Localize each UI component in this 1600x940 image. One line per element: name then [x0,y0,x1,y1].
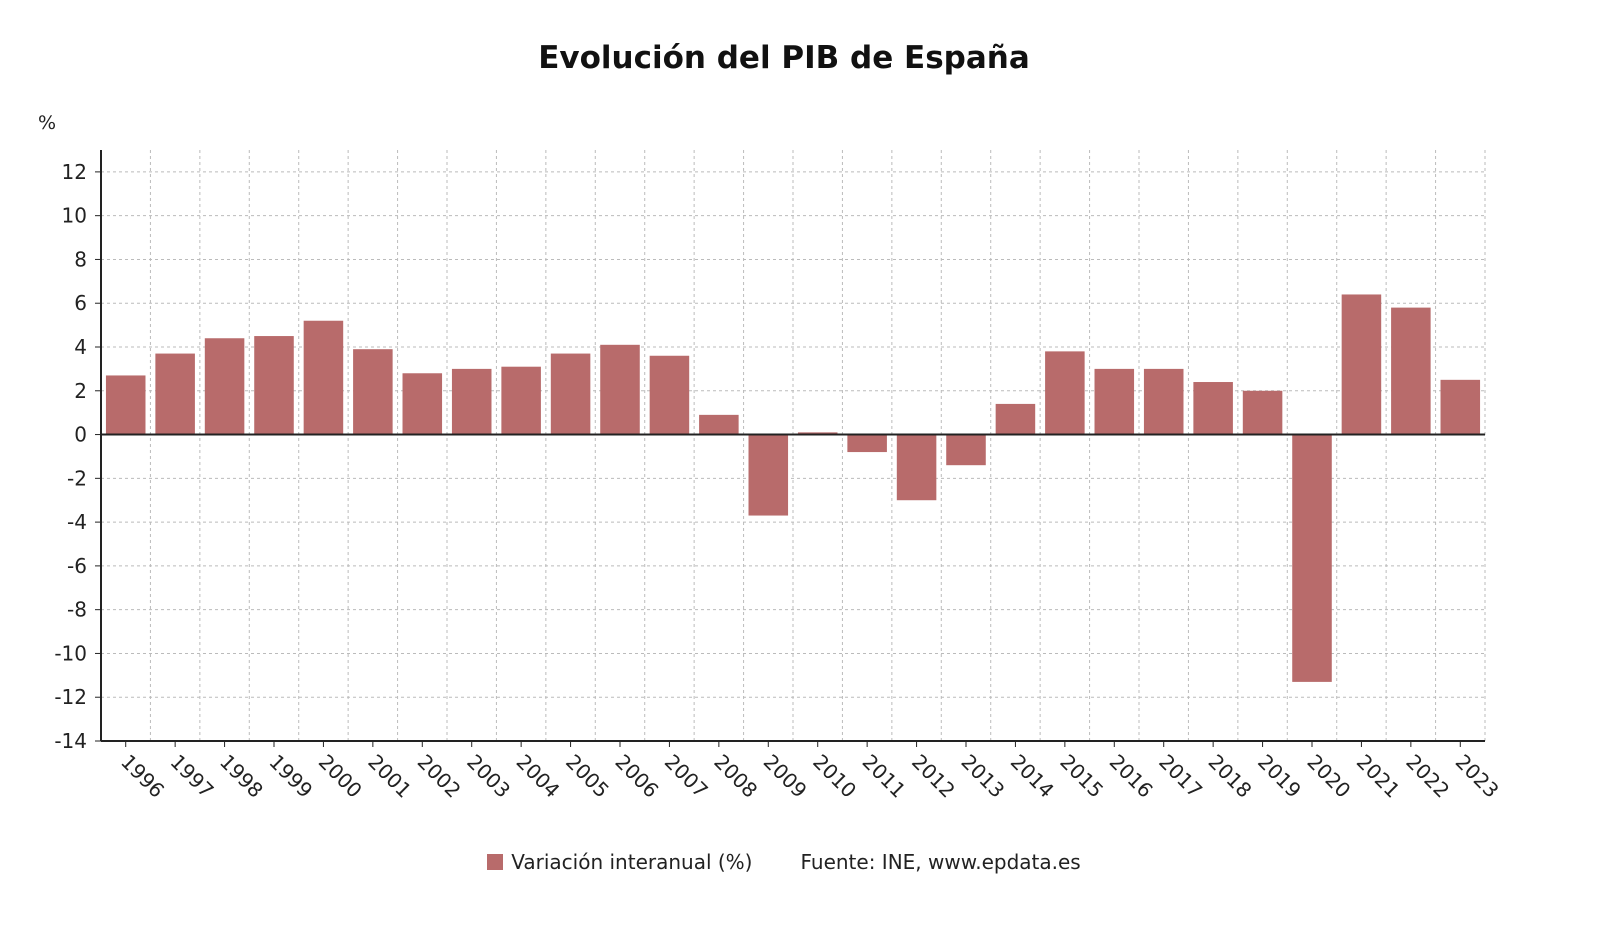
x-tick-label: 2004 [512,750,565,803]
chart-title: Evolución del PIB de España [538,40,1030,76]
bar [699,414,739,435]
x-tick-label: 1997 [166,750,219,803]
bar [1391,307,1431,435]
bar [451,368,492,435]
bar [946,434,986,466]
x-tick-label: 2003 [462,750,515,803]
bar [254,336,294,435]
legend: Variación interanual (%) Fuente: INE, ww… [0,850,1568,874]
y-tick-label: -12 [54,685,87,709]
bar [1242,390,1283,435]
x-tick-label: 2018 [1204,750,1257,803]
bar [1292,434,1332,682]
x-tick-label: 2019 [1253,750,1306,803]
y-tick-label: 10 [62,204,87,228]
bar [402,373,443,435]
bar [797,432,838,435]
bar [1440,379,1481,435]
x-tick-label: 2002 [413,750,466,803]
x-tick-label: 1999 [264,750,317,803]
y-tick-label: -6 [67,554,87,578]
bar [748,434,789,516]
legend-item: Variación interanual (%) [487,850,752,874]
bar [353,349,393,435]
bar [1193,382,1233,435]
x-tick-label: 2020 [1302,750,1355,803]
x-tick-label: 2008 [709,750,762,803]
x-tick-label: 2017 [1154,750,1207,803]
bar [1094,368,1135,435]
bar [501,366,541,435]
bar [847,434,887,453]
x-tick-label: 2006 [610,750,663,803]
x-tick-label: 2015 [1055,750,1108,803]
y-tick-label: -14 [54,729,87,753]
bar [204,338,245,435]
x-tick-label: 2013 [956,750,1009,803]
x-tick-label: 2011 [858,750,911,803]
bar [600,344,640,435]
bar [1341,294,1382,435]
y-tick-label: -2 [67,466,87,490]
x-tick-label: 1996 [116,750,169,803]
bar [1045,351,1085,435]
y-tick-label: -10 [54,641,87,665]
bar [550,353,591,435]
bar [1143,368,1184,435]
x-tick-label: 1998 [215,750,268,803]
x-tick-label: 2016 [1105,750,1158,803]
legend-swatch [487,854,504,870]
y-tick-label: 0 [74,423,87,447]
bar [896,434,937,501]
x-tick-label: 2000 [314,750,367,803]
bar [303,320,344,435]
y-tick-label: 12 [62,160,87,184]
y-tick-label: -4 [67,510,87,534]
x-tick-label: 2021 [1352,750,1405,803]
x-tick-label: 2005 [561,750,614,803]
x-tick-label: 2010 [808,750,861,803]
bar [649,355,690,435]
bar [995,403,1036,435]
y-tick-label: 4 [74,335,87,359]
x-tick-label: 2012 [907,750,960,803]
x-tick-label: 2007 [660,750,713,803]
source-note: Fuente: INE, www.epdata.es [800,850,1081,874]
x-tick-label: 2022 [1401,750,1454,803]
x-tick-label: 2009 [759,750,812,803]
y-tick-label: 2 [74,379,87,403]
x-tick-label: 2023 [1451,750,1504,803]
y-axis-unit: % [38,112,57,134]
y-tick-label: -8 [67,598,87,622]
bar [105,375,146,435]
y-tick-label: 6 [74,291,87,315]
legend-label: Variación interanual (%) [511,850,753,874]
x-tick-label: 2014 [1006,750,1059,803]
bar [155,353,195,435]
x-tick-label: 2001 [363,750,416,803]
y-tick-label: 8 [74,247,87,271]
